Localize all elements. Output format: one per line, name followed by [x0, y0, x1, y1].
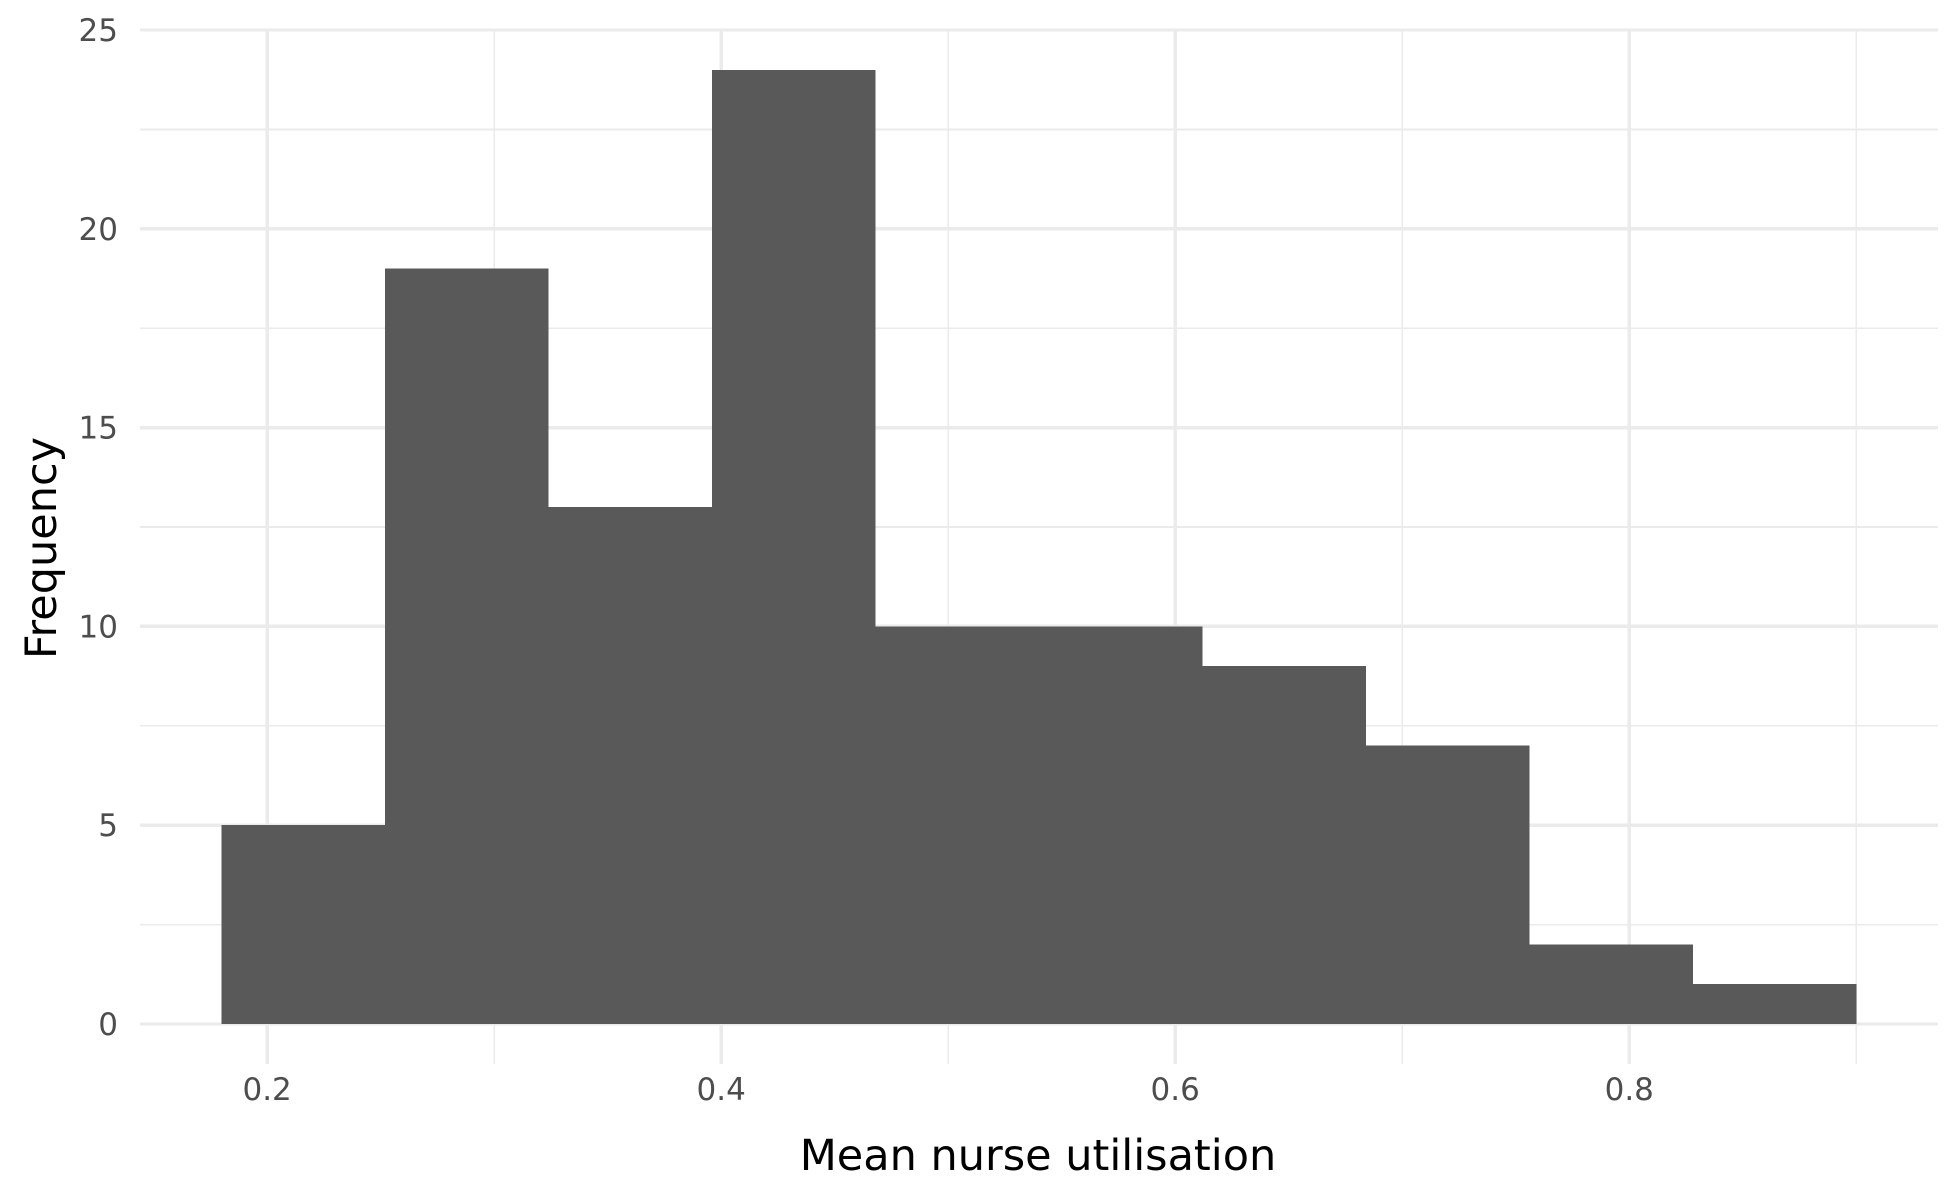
x-tick-label: 0.8: [1605, 1072, 1654, 1108]
histogram-bar-9: [1529, 944, 1693, 1024]
histogram-bar-7: [1202, 666, 1366, 1024]
y-axis-title: Frequency: [17, 437, 67, 659]
histogram-bar-10: [1692, 984, 1857, 1024]
x-axis-tick-labels: 0.2 0.4 0.6 0.8: [242, 1072, 1653, 1108]
x-axis-title: Mean nurse utilisation: [800, 1131, 1277, 1181]
histogram-bar-6: [1039, 626, 1203, 1024]
y-tick-label: 20: [79, 212, 118, 248]
histogram-bar-1: [221, 825, 386, 1024]
histogram-bar-5: [875, 626, 1039, 1024]
histogram-bar-8: [1365, 745, 1530, 1024]
y-tick-label: 10: [79, 609, 118, 645]
x-tick-label: 0.6: [1151, 1072, 1200, 1108]
y-tick-label: 0: [98, 1007, 118, 1043]
y-tick-label: 5: [98, 808, 118, 844]
x-tick-label: 0.4: [697, 1072, 746, 1108]
x-tick-label: 0.2: [242, 1072, 291, 1108]
y-axis-tick-labels: 0 5 10 15 20 25: [79, 13, 118, 1043]
histogram-bar-2: [385, 268, 549, 1024]
histogram-bar-3: [548, 507, 713, 1024]
histogram-bar-4: [712, 69, 876, 1024]
histogram-bars: [221, 69, 1857, 1024]
y-tick-label: 15: [79, 411, 118, 447]
y-tick-label: 25: [79, 13, 118, 49]
